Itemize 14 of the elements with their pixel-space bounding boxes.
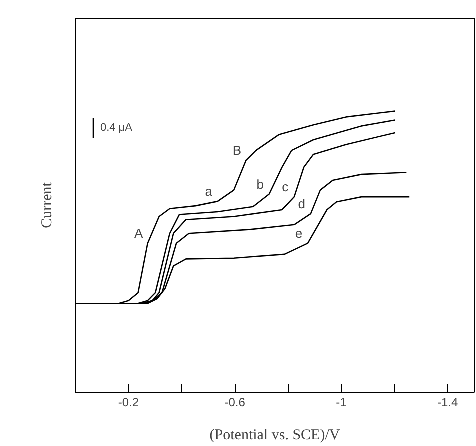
annotation: d (298, 196, 306, 212)
annotation: c (282, 180, 290, 195)
annotation: e (295, 226, 303, 241)
annotation: a (205, 184, 214, 200)
x-tick-label: -1.4 (438, 396, 459, 410)
x-axis-title: (Potential vs. SCE)/V (210, 428, 340, 444)
annotation: b (256, 176, 264, 192)
x-tick-label: -0.2 (118, 396, 140, 410)
annotation: A (134, 226, 144, 241)
x-tick-label: -1 (336, 396, 348, 410)
annotation: B (232, 143, 242, 158)
annotation: 0.4 μA (100, 122, 134, 134)
x-tick-label: -0.6 (224, 396, 246, 410)
y-axis-title: Current (40, 182, 56, 228)
